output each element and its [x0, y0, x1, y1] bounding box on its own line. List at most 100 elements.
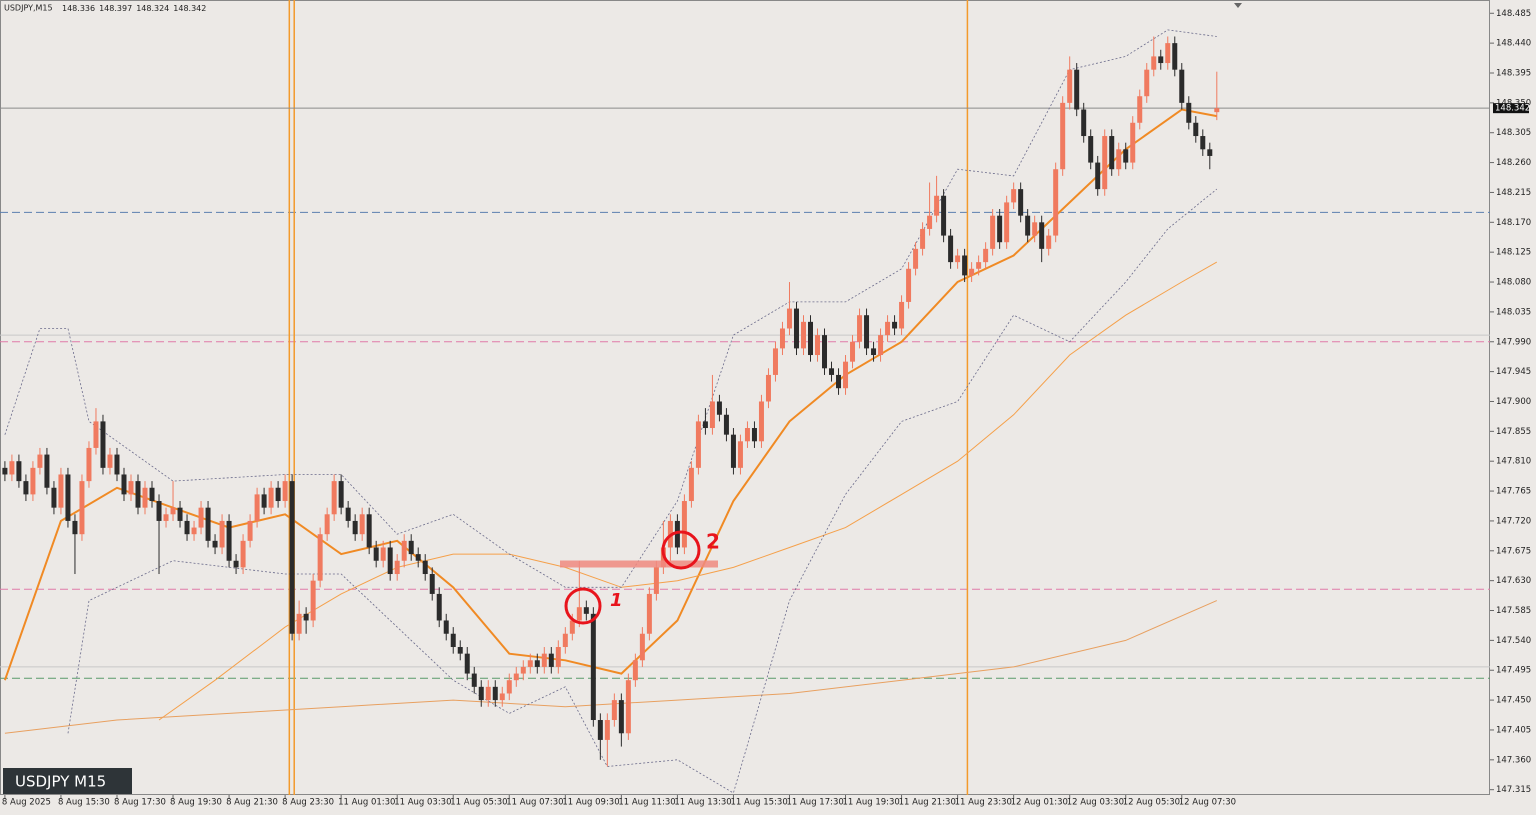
candle-body: [1032, 222, 1038, 236]
x-tick-label: 11 Aug 03:30: [394, 798, 451, 808]
candle-body: [941, 195, 947, 236]
y-tick-label: 148.395: [1496, 68, 1531, 78]
candle-body: [1116, 149, 1122, 170]
candle-body: [997, 215, 1003, 243]
ohlc-value: 148.397: [99, 4, 132, 13]
candle-body: [65, 474, 71, 521]
candle-body: [1207, 149, 1213, 156]
candle-body: [807, 321, 813, 356]
candle-body: [772, 348, 778, 375]
candle-body: [758, 401, 764, 442]
candle-body: [86, 447, 92, 482]
candle-body: [892, 321, 898, 329]
candle-body: [562, 633, 568, 648]
candle-body: [1172, 43, 1178, 70]
candle-body: [205, 507, 211, 541]
candle-body: [79, 481, 85, 535]
candle-body: [625, 680, 631, 734]
candle-body: [135, 481, 141, 508]
candle-body: [268, 487, 274, 508]
annotation-label: 1: [610, 590, 623, 611]
candle-body: [485, 686, 491, 701]
candle-body: [191, 527, 197, 535]
candle-body: [815, 335, 821, 356]
y-tick-label: 147.450: [1496, 696, 1531, 706]
candle-body: [695, 421, 701, 468]
candle-body: [1081, 109, 1087, 137]
candle-body: [170, 507, 176, 515]
y-tick-label: 147.765: [1496, 487, 1531, 497]
plot-frame: [0, 0, 1490, 795]
y-tick-label: 147.810: [1496, 457, 1531, 467]
candle-body: [976, 262, 982, 269]
y-tick-label: 147.360: [1496, 755, 1531, 765]
candle-body: [618, 700, 624, 734]
candle-body: [212, 540, 218, 548]
candle-body: [632, 660, 638, 681]
candle-body: [303, 613, 309, 621]
candle-body: [72, 520, 78, 535]
candle-body: [829, 368, 835, 375]
x-tick-label: 11 Aug 23:30: [955, 798, 1012, 808]
candle-body: [1102, 136, 1108, 190]
candle-body: [121, 474, 127, 495]
candle-body: [16, 461, 22, 482]
candle-body: [583, 607, 589, 614]
candle-body: [541, 653, 547, 667]
candle-body: [962, 255, 968, 276]
candle-body: [793, 308, 799, 349]
x-tick-label: 11 Aug 17:30: [786, 798, 843, 808]
candle-body: [702, 421, 708, 429]
x-tick-label: 11 Aug 15:30: [730, 798, 787, 808]
y-tick-label: 147.990: [1496, 337, 1531, 347]
candle-body: [380, 547, 386, 561]
candle-body: [387, 547, 393, 575]
candle-body: [765, 374, 771, 402]
y-tick-label: 147.945: [1496, 367, 1531, 377]
candle-body: [569, 620, 575, 634]
candle-body: [850, 341, 856, 362]
candle-body: [681, 501, 687, 548]
candle-body: [1109, 136, 1115, 170]
candle-body: [1123, 149, 1129, 163]
candle-body: [352, 520, 358, 535]
candle-body: [604, 720, 610, 740]
candle-body: [478, 686, 484, 701]
candle-body: [296, 613, 302, 634]
candle-body: [1151, 56, 1157, 70]
x-tick-label: 11 Aug 01:30: [338, 798, 395, 808]
candle-body: [864, 315, 870, 349]
candle-body: [254, 494, 260, 521]
price-tag: [1493, 103, 1529, 114]
candle-body: [1004, 202, 1010, 243]
candle-body: [1039, 222, 1045, 249]
x-tick-label: 11 Aug 07:30: [506, 798, 563, 808]
candle-body: [899, 301, 905, 329]
watermark: USDJPY M15: [15, 773, 106, 791]
ohlc-value: 148.336: [62, 4, 95, 13]
y-tick-label: 147.315: [1496, 785, 1531, 795]
candle-body: [822, 335, 828, 369]
candle-body: [1193, 122, 1199, 137]
candle-body: [555, 647, 561, 667]
candle-body: [786, 308, 792, 329]
candle-body: [990, 215, 996, 249]
candle-body: [415, 554, 421, 561]
y-tick-label: 148.485: [1496, 9, 1531, 19]
candle-body: [871, 348, 877, 356]
candle-body: [744, 428, 750, 442]
candle-body: [576, 607, 582, 621]
candle-body: [653, 567, 659, 594]
candle-body: [401, 540, 407, 561]
candle-body: [373, 547, 379, 561]
candle-body: [464, 653, 470, 674]
candle-body: [639, 633, 645, 661]
candle-body: [51, 487, 57, 508]
candle-body: [436, 593, 442, 621]
candle-body: [948, 235, 954, 263]
x-tick-label: 12 Aug 07:30: [1179, 798, 1236, 808]
candle-body: [9, 461, 15, 475]
candle-body: [934, 195, 940, 216]
annotation-circle: [564, 587, 602, 625]
